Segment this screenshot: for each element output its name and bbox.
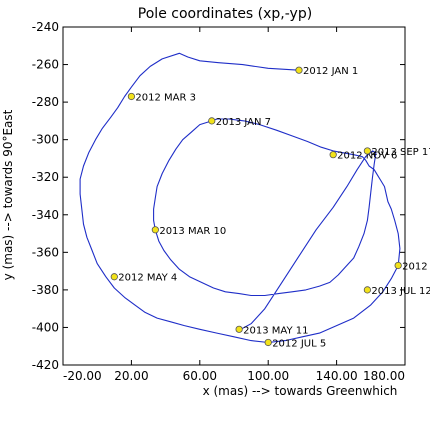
date-label: 2012 JUL 5 [272,338,326,349]
date-label: 2013 MAR 10 [159,226,226,237]
date-marker [363,147,371,155]
y-tick-label: -300 [32,133,59,147]
y-tick-label: -280 [32,95,59,109]
chart-title: Pole coordinates (xp,-yp) [138,6,312,22]
y-axis-label: y (mas) --> towards 90°East [1,109,15,280]
x-tick-label: 180.00 [363,369,405,383]
date-marker [235,325,243,333]
y-tick-label: -340 [32,208,59,222]
date-marker [110,273,118,281]
date-label: 2013 MAY 11 [243,325,308,336]
y-tick-label: -400 [32,320,59,334]
x-tick-label: 100.00 [247,369,289,383]
y-tick-label: -380 [32,283,59,297]
date-label: 2012 S [402,261,430,272]
pole-path-line [79,52,401,344]
date-label: 2012 MAY 4 [118,273,177,284]
x-tick-label: 20.00 [114,369,148,383]
date-marker [208,117,216,125]
date-marker [363,286,371,294]
y-tick-label: -360 [32,245,59,259]
date-label: 2012 JAN 1 [303,66,358,77]
y-tick-label: -420 [32,358,59,372]
y-tick-label: -240 [32,20,59,34]
date-marker [394,261,402,270]
date-label: 2012 NOV 6 [337,151,397,162]
date-marker [329,151,337,159]
x-tick-label: 140.00 [316,369,358,383]
plot-area: -420 -400 -380 -360 -340 -320 -300 -280 -260 -240… [32,20,430,383]
date-marker [295,66,303,74]
date-marker [127,92,135,101]
date-label: 2013 JAN 7 [216,117,271,128]
date-label: 2013 JUL 12 [371,286,430,297]
date-marker [264,338,272,347]
x-tick-label: -20.00 [63,369,102,383]
plot-frame [62,26,406,366]
y-tick-label: -260 [32,58,59,72]
date-label: 2012 MAR 3 [135,92,196,103]
date-label: 2013 SEP 17 [371,147,430,158]
x-tick-label: 60.00 [183,369,217,383]
y-tick-label: -320 [32,170,59,184]
x-axis-label: x (mas) --> towards Greenwhich [203,384,398,398]
date-marker [151,226,159,234]
